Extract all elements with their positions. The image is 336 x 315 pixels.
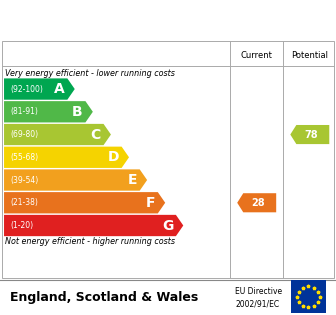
Text: F: F bbox=[145, 196, 155, 210]
Text: (55-68): (55-68) bbox=[10, 153, 38, 162]
Polygon shape bbox=[237, 193, 276, 212]
Text: (21-38): (21-38) bbox=[10, 198, 38, 207]
Polygon shape bbox=[4, 169, 147, 191]
Text: Potential: Potential bbox=[291, 51, 328, 60]
Text: E: E bbox=[128, 173, 137, 187]
Text: Not energy efficient - higher running costs: Not energy efficient - higher running co… bbox=[5, 237, 175, 246]
Text: (1-20): (1-20) bbox=[10, 221, 33, 230]
Text: 2002/91/EC: 2002/91/EC bbox=[235, 300, 279, 309]
Polygon shape bbox=[4, 78, 75, 100]
Polygon shape bbox=[4, 192, 165, 214]
Text: G: G bbox=[162, 219, 173, 232]
Text: EU Directive: EU Directive bbox=[235, 287, 282, 296]
Text: 78: 78 bbox=[305, 129, 318, 140]
Polygon shape bbox=[4, 124, 111, 145]
Text: (92-100): (92-100) bbox=[10, 84, 43, 94]
Text: 28: 28 bbox=[252, 198, 265, 208]
Text: B: B bbox=[72, 105, 83, 119]
Text: (69-80): (69-80) bbox=[10, 130, 38, 139]
Text: D: D bbox=[108, 150, 119, 164]
Text: Current: Current bbox=[241, 51, 272, 60]
Text: (81-91): (81-91) bbox=[10, 107, 38, 116]
Text: Very energy efficient - lower running costs: Very energy efficient - lower running co… bbox=[5, 69, 175, 78]
Text: (39-54): (39-54) bbox=[10, 175, 38, 185]
Text: Energy Efficiency Rating: Energy Efficiency Rating bbox=[13, 12, 235, 27]
Text: A: A bbox=[54, 82, 65, 96]
Text: England, Scotland & Wales: England, Scotland & Wales bbox=[10, 291, 198, 304]
Text: C: C bbox=[91, 128, 101, 141]
Polygon shape bbox=[4, 101, 93, 123]
Polygon shape bbox=[4, 146, 129, 168]
Polygon shape bbox=[290, 125, 329, 144]
Polygon shape bbox=[4, 215, 183, 236]
